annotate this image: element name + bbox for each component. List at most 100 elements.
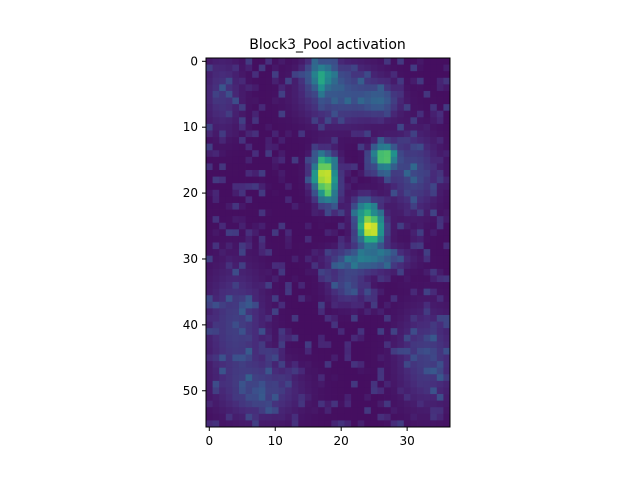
heatmap-cell	[252, 367, 260, 375]
heatmap-cell	[403, 275, 411, 283]
heatmap-cell	[318, 407, 326, 415]
heatmap-cell	[403, 301, 411, 309]
heatmap-cell	[238, 150, 246, 158]
heatmap-cell	[417, 262, 425, 270]
heatmap-cell	[245, 394, 253, 402]
heatmap-cell	[252, 235, 260, 243]
heatmap-cell	[206, 176, 213, 184]
heatmap-cell	[351, 354, 359, 362]
heatmap-cell	[285, 334, 293, 342]
heatmap-cell	[430, 84, 438, 92]
heatmap-cell	[443, 235, 451, 243]
heatmap-cell	[337, 170, 345, 178]
heatmap-cell	[238, 58, 246, 65]
heatmap-cell	[271, 64, 279, 72]
heatmap-cell	[245, 354, 253, 362]
heatmap-cell	[212, 374, 220, 382]
heatmap-cell	[271, 176, 279, 184]
heatmap-cell	[344, 407, 352, 415]
heatmap-cell	[271, 380, 279, 388]
heatmap-cell	[265, 361, 273, 369]
heatmap-cell	[219, 97, 227, 105]
heatmap-cell	[377, 321, 385, 329]
heatmap-cell	[298, 156, 306, 164]
heatmap-cell	[258, 229, 266, 237]
heatmap-cell	[443, 275, 451, 283]
heatmap-cell	[344, 209, 352, 217]
heatmap-cell	[344, 314, 352, 322]
heatmap-cell	[238, 242, 246, 250]
heatmap-cell	[403, 71, 411, 79]
heatmap-cell	[390, 374, 398, 382]
heatmap-cell	[370, 150, 378, 158]
heatmap-cell	[225, 176, 233, 184]
heatmap-cell	[245, 380, 253, 388]
heatmap-cell	[436, 361, 444, 369]
heatmap-cell	[344, 143, 352, 151]
heatmap-cell	[304, 104, 312, 112]
heatmap-cell	[331, 400, 339, 408]
heatmap-cell	[364, 361, 372, 369]
heatmap-cell	[291, 156, 299, 164]
heatmap-cell	[298, 394, 306, 402]
heatmap-cell	[271, 104, 279, 112]
heatmap-cell	[232, 268, 240, 276]
heatmap-cell	[318, 394, 326, 402]
heatmap-cell	[443, 97, 451, 105]
heatmap-cell	[390, 117, 398, 125]
heatmap-cell	[357, 189, 365, 197]
heatmap-cell	[364, 156, 372, 164]
heatmap-cell	[258, 97, 266, 105]
heatmap-cell	[324, 117, 332, 125]
heatmap-cell	[410, 209, 418, 217]
heatmap-cell	[265, 170, 273, 178]
heatmap-cell	[252, 413, 260, 421]
heatmap-cell	[291, 249, 299, 257]
heatmap-cell	[238, 387, 246, 395]
heatmap-cell	[324, 156, 332, 164]
heatmap-cell	[311, 189, 319, 197]
heatmap-cell	[364, 242, 372, 250]
heatmap-cell	[258, 420, 266, 428]
heatmap-cell	[410, 407, 418, 415]
heatmap-cell	[384, 361, 392, 369]
heatmap-cell	[311, 341, 319, 349]
heatmap-cell	[357, 64, 365, 72]
heatmap-cell	[271, 262, 279, 270]
heatmap-cell	[238, 380, 246, 388]
heatmap-cell	[351, 361, 359, 369]
heatmap-cell	[291, 308, 299, 316]
heatmap-cell	[377, 314, 385, 322]
heatmap-cell	[265, 407, 273, 415]
heatmap-cell	[238, 255, 246, 263]
heatmap-cell	[430, 143, 438, 151]
heatmap-cell	[245, 97, 253, 105]
heatmap-cell	[377, 235, 385, 243]
heatmap-cell	[212, 380, 220, 388]
heatmap-cell	[384, 123, 392, 131]
heatmap-cell	[436, 242, 444, 250]
heatmap-cell	[436, 222, 444, 230]
heatmap-cell	[206, 341, 213, 349]
heatmap-cell	[410, 216, 418, 224]
heatmap-cell	[291, 196, 299, 204]
heatmap-cell	[318, 420, 326, 428]
heatmap-cell	[384, 387, 392, 395]
heatmap-cell	[423, 150, 431, 158]
heatmap-cell	[318, 301, 326, 309]
heatmap-cell	[436, 288, 444, 296]
heatmap-cell	[403, 97, 411, 105]
heatmap-cell	[291, 123, 299, 131]
heatmap-cell	[337, 183, 345, 191]
heatmap-cell	[417, 84, 425, 92]
heatmap-cell	[265, 196, 273, 204]
heatmap-cell	[271, 249, 279, 257]
heatmap-cell	[265, 295, 273, 303]
heatmap-cell	[331, 374, 339, 382]
heatmap-cell	[331, 387, 339, 395]
heatmap-cell	[252, 262, 260, 270]
heatmap-cell	[278, 413, 286, 421]
heatmap-cell	[337, 354, 345, 362]
heatmap-cell	[212, 407, 220, 415]
heatmap-cell	[443, 420, 451, 428]
